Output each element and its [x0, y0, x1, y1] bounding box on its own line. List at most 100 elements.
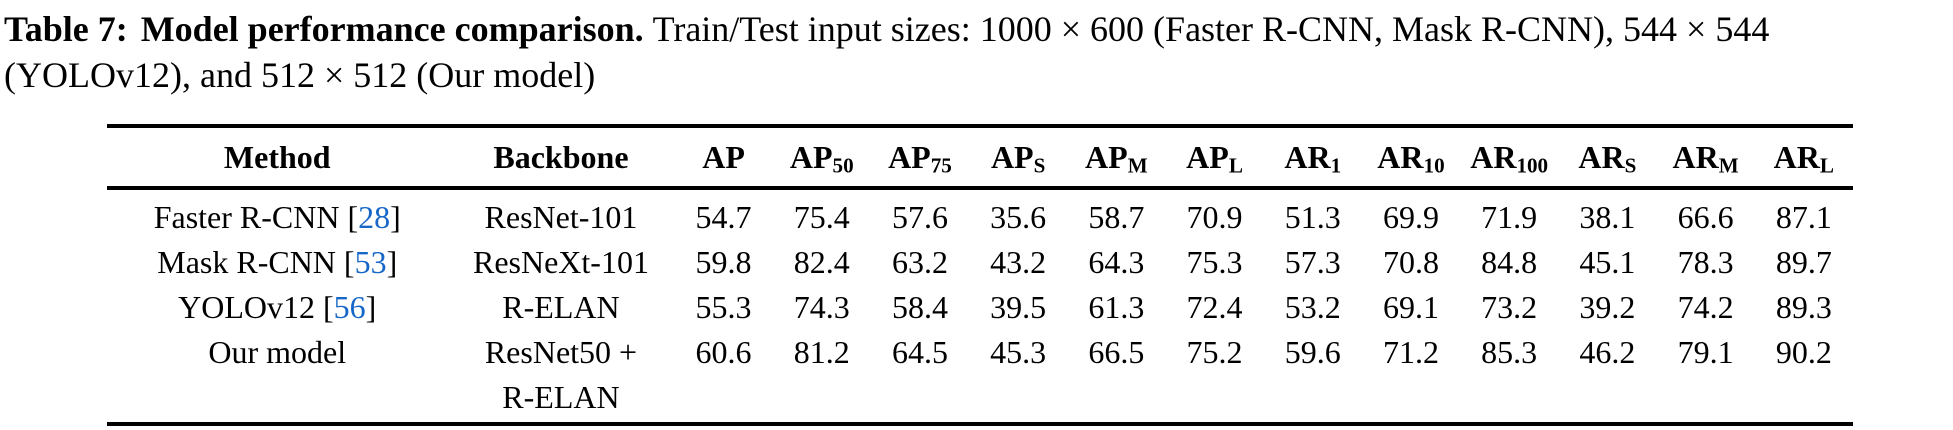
metric-value-cell: 71.2	[1382, 334, 1439, 370]
table-row: Faster R-CNN [28] ResNet-101 54.7 75.4 57.6 3…	[107, 188, 1853, 240]
metric-value-cell: 39.5	[990, 289, 1047, 325]
backbone-line: R-ELAN	[502, 289, 620, 325]
metric-value-cell: 64.3	[1088, 244, 1145, 280]
metric-value-cell: 55.3	[695, 289, 752, 325]
table-header: Method Backbone AP AP50 AP75 APS APM APL AR1 AR10…	[107, 126, 1853, 190]
backbone-line: ResNet50 +	[484, 334, 638, 370]
table-body: Faster R-CNN [28] ResNet-101 54.7 75.4 57.6 3…	[107, 188, 1853, 424]
metric-value-cell: 59.6	[1284, 334, 1341, 370]
metric-value-cell: 87.1	[1775, 199, 1832, 235]
col-header-subscript: S	[1033, 153, 1046, 178]
citation-link[interactable]: 53	[354, 244, 387, 280]
metric-value-cell: 74.3	[793, 289, 850, 325]
metric-value-cell: 63.2	[891, 244, 948, 280]
col-header-subscript: L	[1228, 153, 1243, 178]
metric-value-cell: 69.9	[1382, 199, 1439, 235]
metric-value-cell: 43.2	[990, 244, 1047, 280]
metric-value-cell: 79.1	[1677, 334, 1734, 370]
metric-value-cell: 89.3	[1775, 289, 1832, 325]
metric-value-cell: 73.2	[1481, 289, 1538, 325]
col-header-ap75: AP75	[870, 126, 970, 190]
caption-label: Table 7:	[4, 9, 128, 49]
metric-value-cell: 70.8	[1382, 244, 1439, 280]
table-row: YOLOv12 [56] R-ELAN 55.3 74.3 58.4 39.5 61.3 72…	[107, 285, 1853, 330]
metric-value-cell: 75.4	[793, 199, 850, 235]
col-header-subscript: 50	[832, 153, 854, 178]
backbone-line: R-ELAN	[502, 379, 620, 415]
table-row: Our model ResNet50 + R-ELAN 60.6 81.2 64.5 45.…	[107, 330, 1853, 424]
metric-value-cell: 39.2	[1579, 289, 1636, 325]
metric-value-cell: 74.2	[1677, 289, 1734, 325]
metric-value-cell: 69.1	[1382, 289, 1439, 325]
backbone-line: ResNet-101	[484, 199, 638, 235]
col-header-subscript: 100	[1516, 153, 1549, 178]
metric-value-cell: 78.3	[1677, 244, 1734, 280]
col-header-subscript: M	[1127, 153, 1148, 178]
metric-value-cell: 61.3	[1088, 289, 1145, 325]
col-header-subscript: L	[1819, 153, 1834, 178]
metric-value-cell: 66.5	[1088, 334, 1145, 370]
metric-value-cell: 45.1	[1579, 244, 1636, 280]
col-header-subscript: S	[1624, 153, 1637, 178]
col-header-arl: ARL	[1754, 126, 1853, 190]
performance-table: Method Backbone AP AP50 AP75 APS APM APL AR1 AR10…	[107, 124, 1853, 426]
col-header-ar100: AR100	[1460, 126, 1559, 190]
metric-value-cell: 89.7	[1775, 244, 1832, 280]
table-container: Method Backbone AP AP50 AP75 APS APM APL AR1 AR10…	[107, 124, 1853, 426]
metric-value-cell: 81.2	[793, 334, 850, 370]
metric-value-cell: 45.3	[990, 334, 1047, 370]
citation-link[interactable]: 28	[358, 199, 391, 235]
metric-value-cell: 46.2	[1579, 334, 1636, 370]
metric-value-cell: 38.1	[1579, 199, 1636, 235]
col-header-arm: ARM	[1656, 126, 1755, 190]
col-header-aps: APS	[969, 126, 1068, 190]
col-header-ar1: AR1	[1263, 126, 1362, 190]
backbone-cell: ResNet-101	[447, 188, 674, 240]
metric-value-cell: 72.4	[1186, 289, 1243, 325]
col-header-apl: APL	[1165, 126, 1264, 190]
col-header-method: Method	[107, 126, 448, 190]
table-caption: Table 7: Model performance comparison. Tra…	[0, 0, 1953, 98]
metric-value-cell: 59.8	[695, 244, 752, 280]
backbone-line: ResNeXt-101	[472, 244, 649, 280]
metric-value-cell: 82.4	[793, 244, 850, 280]
metric-value-cell: 57.3	[1284, 244, 1341, 280]
metric-value-cell: 70.9	[1186, 199, 1243, 235]
metric-value-cell: 60.6	[695, 334, 752, 370]
method-cell: Our model	[208, 334, 347, 370]
backbone-cell: ResNeXt-101	[447, 240, 674, 285]
col-header-subscript: 10	[1423, 153, 1445, 178]
metric-value-cell: 75.3	[1186, 244, 1243, 280]
col-header-subscript: 1	[1330, 153, 1342, 178]
col-header-ar10: AR10	[1361, 126, 1461, 190]
metric-value-cell: 75.2	[1186, 334, 1243, 370]
metric-value-cell: 54.7	[695, 199, 752, 235]
citation-link[interactable]: 56	[333, 289, 366, 325]
col-header-apm: APM	[1067, 126, 1166, 190]
method-cell: Faster R-CNN [28]	[153, 199, 401, 235]
metric-value-cell: 71.9	[1481, 199, 1538, 235]
backbone-cell: R-ELAN	[447, 285, 674, 330]
backbone-cell: ResNet50 + R-ELAN	[447, 330, 674, 424]
metric-value-cell: 85.3	[1481, 334, 1538, 370]
col-header-subscript: M	[1718, 153, 1739, 178]
caption-text-line2: (YOLOv12), and 512 × 512 (Our model)	[4, 55, 596, 95]
metric-value-cell: 58.4	[891, 289, 948, 325]
header-row: Method Backbone AP AP50 AP75 APS APM APL AR1 AR10…	[107, 126, 1853, 190]
metric-value-cell: 51.3	[1284, 199, 1341, 235]
method-cell: YOLOv12 [56]	[178, 289, 377, 325]
col-header-ars: ARS	[1558, 126, 1657, 190]
metric-value-cell: 64.5	[891, 334, 948, 370]
metric-value-cell: 66.6	[1677, 199, 1734, 235]
metric-value-cell: 53.2	[1284, 289, 1341, 325]
method-cell: Mask R-CNN [53]	[157, 244, 398, 280]
table-row: Mask R-CNN [53] ResNeXt-101 59.8 82.4 63.2 43…	[107, 240, 1853, 285]
metric-value-cell: 84.8	[1481, 244, 1538, 280]
metric-value-cell: 35.6	[990, 199, 1047, 235]
caption-title: Model performance comparison.	[140, 9, 644, 49]
metric-value-cell: 57.6	[891, 199, 948, 235]
metric-value-cell: 90.2	[1775, 334, 1832, 370]
metric-value-cell: 58.7	[1088, 199, 1145, 235]
col-header-subscript: 75	[930, 153, 952, 178]
col-header-backbone: Backbone	[447, 126, 675, 190]
